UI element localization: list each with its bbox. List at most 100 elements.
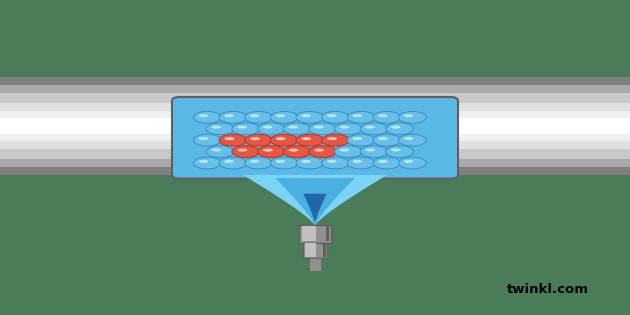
- Ellipse shape: [314, 149, 324, 152]
- Ellipse shape: [211, 148, 221, 152]
- Bar: [302, 226, 316, 241]
- Ellipse shape: [296, 157, 324, 169]
- Ellipse shape: [219, 157, 247, 169]
- Ellipse shape: [347, 134, 375, 146]
- Ellipse shape: [270, 134, 298, 146]
- Ellipse shape: [378, 137, 387, 140]
- Bar: [0, 118, 630, 134]
- Ellipse shape: [301, 114, 311, 117]
- Ellipse shape: [250, 160, 260, 163]
- Ellipse shape: [347, 157, 375, 169]
- Ellipse shape: [224, 160, 234, 163]
- Bar: [0, 93, 630, 159]
- Ellipse shape: [237, 126, 247, 129]
- Polygon shape: [243, 175, 387, 225]
- Ellipse shape: [340, 126, 349, 129]
- Ellipse shape: [399, 112, 427, 123]
- Ellipse shape: [399, 134, 427, 146]
- Ellipse shape: [365, 126, 375, 129]
- Ellipse shape: [309, 123, 336, 135]
- Ellipse shape: [193, 134, 221, 146]
- Ellipse shape: [404, 137, 413, 140]
- Ellipse shape: [327, 160, 336, 163]
- Ellipse shape: [404, 114, 413, 117]
- Bar: [299, 225, 331, 243]
- Ellipse shape: [244, 157, 272, 169]
- Ellipse shape: [219, 112, 247, 123]
- Ellipse shape: [352, 160, 362, 163]
- Ellipse shape: [391, 148, 401, 152]
- Ellipse shape: [198, 160, 209, 163]
- Ellipse shape: [386, 123, 413, 135]
- Ellipse shape: [347, 112, 375, 123]
- Ellipse shape: [352, 137, 362, 140]
- Ellipse shape: [309, 146, 336, 158]
- Ellipse shape: [322, 157, 350, 169]
- Bar: [305, 243, 316, 257]
- Ellipse shape: [373, 112, 401, 123]
- Ellipse shape: [289, 149, 299, 152]
- Ellipse shape: [270, 157, 298, 169]
- Bar: [0, 85, 630, 167]
- Ellipse shape: [302, 137, 311, 140]
- Ellipse shape: [206, 123, 234, 135]
- Ellipse shape: [373, 157, 401, 169]
- Ellipse shape: [232, 146, 260, 158]
- Ellipse shape: [263, 149, 273, 152]
- Ellipse shape: [365, 148, 375, 152]
- Ellipse shape: [232, 123, 260, 135]
- Polygon shape: [304, 194, 326, 222]
- Ellipse shape: [360, 123, 388, 135]
- Ellipse shape: [244, 134, 272, 146]
- Bar: [323, 243, 326, 257]
- Ellipse shape: [224, 114, 234, 117]
- Bar: [0, 77, 630, 175]
- Ellipse shape: [250, 137, 260, 140]
- Bar: [303, 243, 327, 258]
- Ellipse shape: [335, 123, 362, 135]
- Ellipse shape: [378, 160, 387, 163]
- Ellipse shape: [391, 126, 401, 129]
- Ellipse shape: [301, 160, 311, 163]
- Ellipse shape: [404, 160, 413, 163]
- Ellipse shape: [327, 137, 337, 140]
- Ellipse shape: [244, 112, 272, 123]
- Ellipse shape: [193, 157, 221, 169]
- Ellipse shape: [322, 134, 350, 146]
- Ellipse shape: [340, 148, 349, 152]
- Ellipse shape: [327, 114, 336, 117]
- Ellipse shape: [352, 114, 362, 117]
- Ellipse shape: [198, 137, 209, 140]
- Ellipse shape: [322, 112, 350, 123]
- Ellipse shape: [276, 137, 285, 140]
- Ellipse shape: [296, 134, 324, 146]
- Ellipse shape: [250, 114, 260, 117]
- Ellipse shape: [219, 134, 247, 146]
- Bar: [0, 112, 630, 140]
- Ellipse shape: [238, 149, 247, 152]
- Bar: [309, 258, 321, 271]
- Ellipse shape: [283, 146, 311, 158]
- Ellipse shape: [360, 146, 388, 158]
- Bar: [0, 103, 630, 149]
- Ellipse shape: [373, 134, 401, 146]
- Bar: [326, 226, 329, 241]
- Ellipse shape: [275, 160, 285, 163]
- Ellipse shape: [198, 114, 209, 117]
- Ellipse shape: [275, 114, 285, 117]
- Ellipse shape: [193, 112, 221, 123]
- Ellipse shape: [296, 112, 324, 123]
- Ellipse shape: [289, 126, 298, 129]
- Polygon shape: [275, 178, 355, 225]
- Ellipse shape: [206, 146, 234, 158]
- Ellipse shape: [386, 146, 413, 158]
- Ellipse shape: [314, 126, 324, 129]
- FancyBboxPatch shape: [172, 97, 458, 179]
- Ellipse shape: [378, 114, 387, 117]
- Ellipse shape: [258, 123, 285, 135]
- Ellipse shape: [263, 126, 272, 129]
- Ellipse shape: [211, 126, 221, 129]
- Ellipse shape: [399, 157, 427, 169]
- Text: twinkl.com: twinkl.com: [507, 283, 589, 296]
- Ellipse shape: [225, 137, 234, 140]
